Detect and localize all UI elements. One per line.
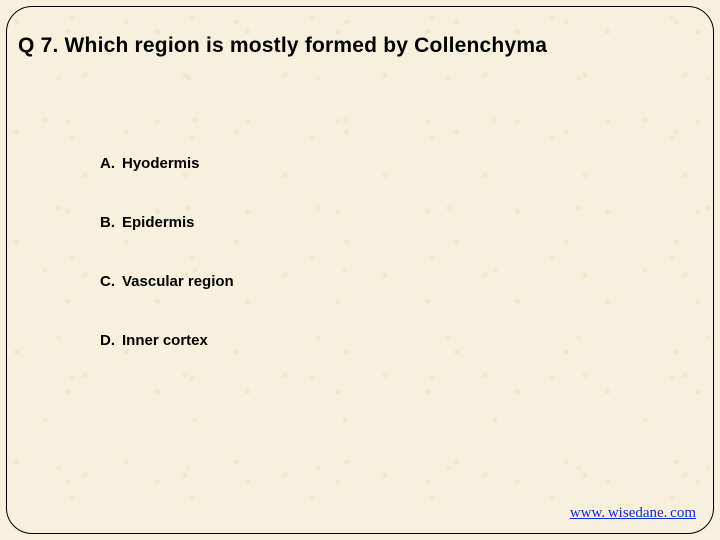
footer-link[interactable]: www. wisedane. com — [570, 505, 696, 522]
question-text: Q 7. Which region is mostly formed by Co… — [18, 34, 547, 58]
option-letter: D. — [100, 332, 122, 349]
option-text: Hyodermis — [122, 155, 200, 172]
option-b[interactable]: B. Epidermis — [100, 214, 234, 231]
option-text: Vascular region — [122, 273, 234, 290]
question-number: Q 7. — [18, 34, 58, 57]
option-c[interactable]: C. Vascular region — [100, 273, 234, 290]
option-letter: B. — [100, 214, 122, 231]
option-text: Epidermis — [122, 214, 195, 231]
option-a[interactable]: A. Hyodermis — [100, 155, 234, 172]
options-list: A. Hyodermis B. Epidermis C. Vascular re… — [100, 155, 234, 391]
option-d[interactable]: D. Inner cortex — [100, 332, 234, 349]
option-letter: A. — [100, 155, 122, 172]
option-letter: C. — [100, 273, 122, 290]
option-text: Inner cortex — [122, 332, 208, 349]
question-body: Which region is mostly formed by Collenc… — [65, 34, 548, 57]
